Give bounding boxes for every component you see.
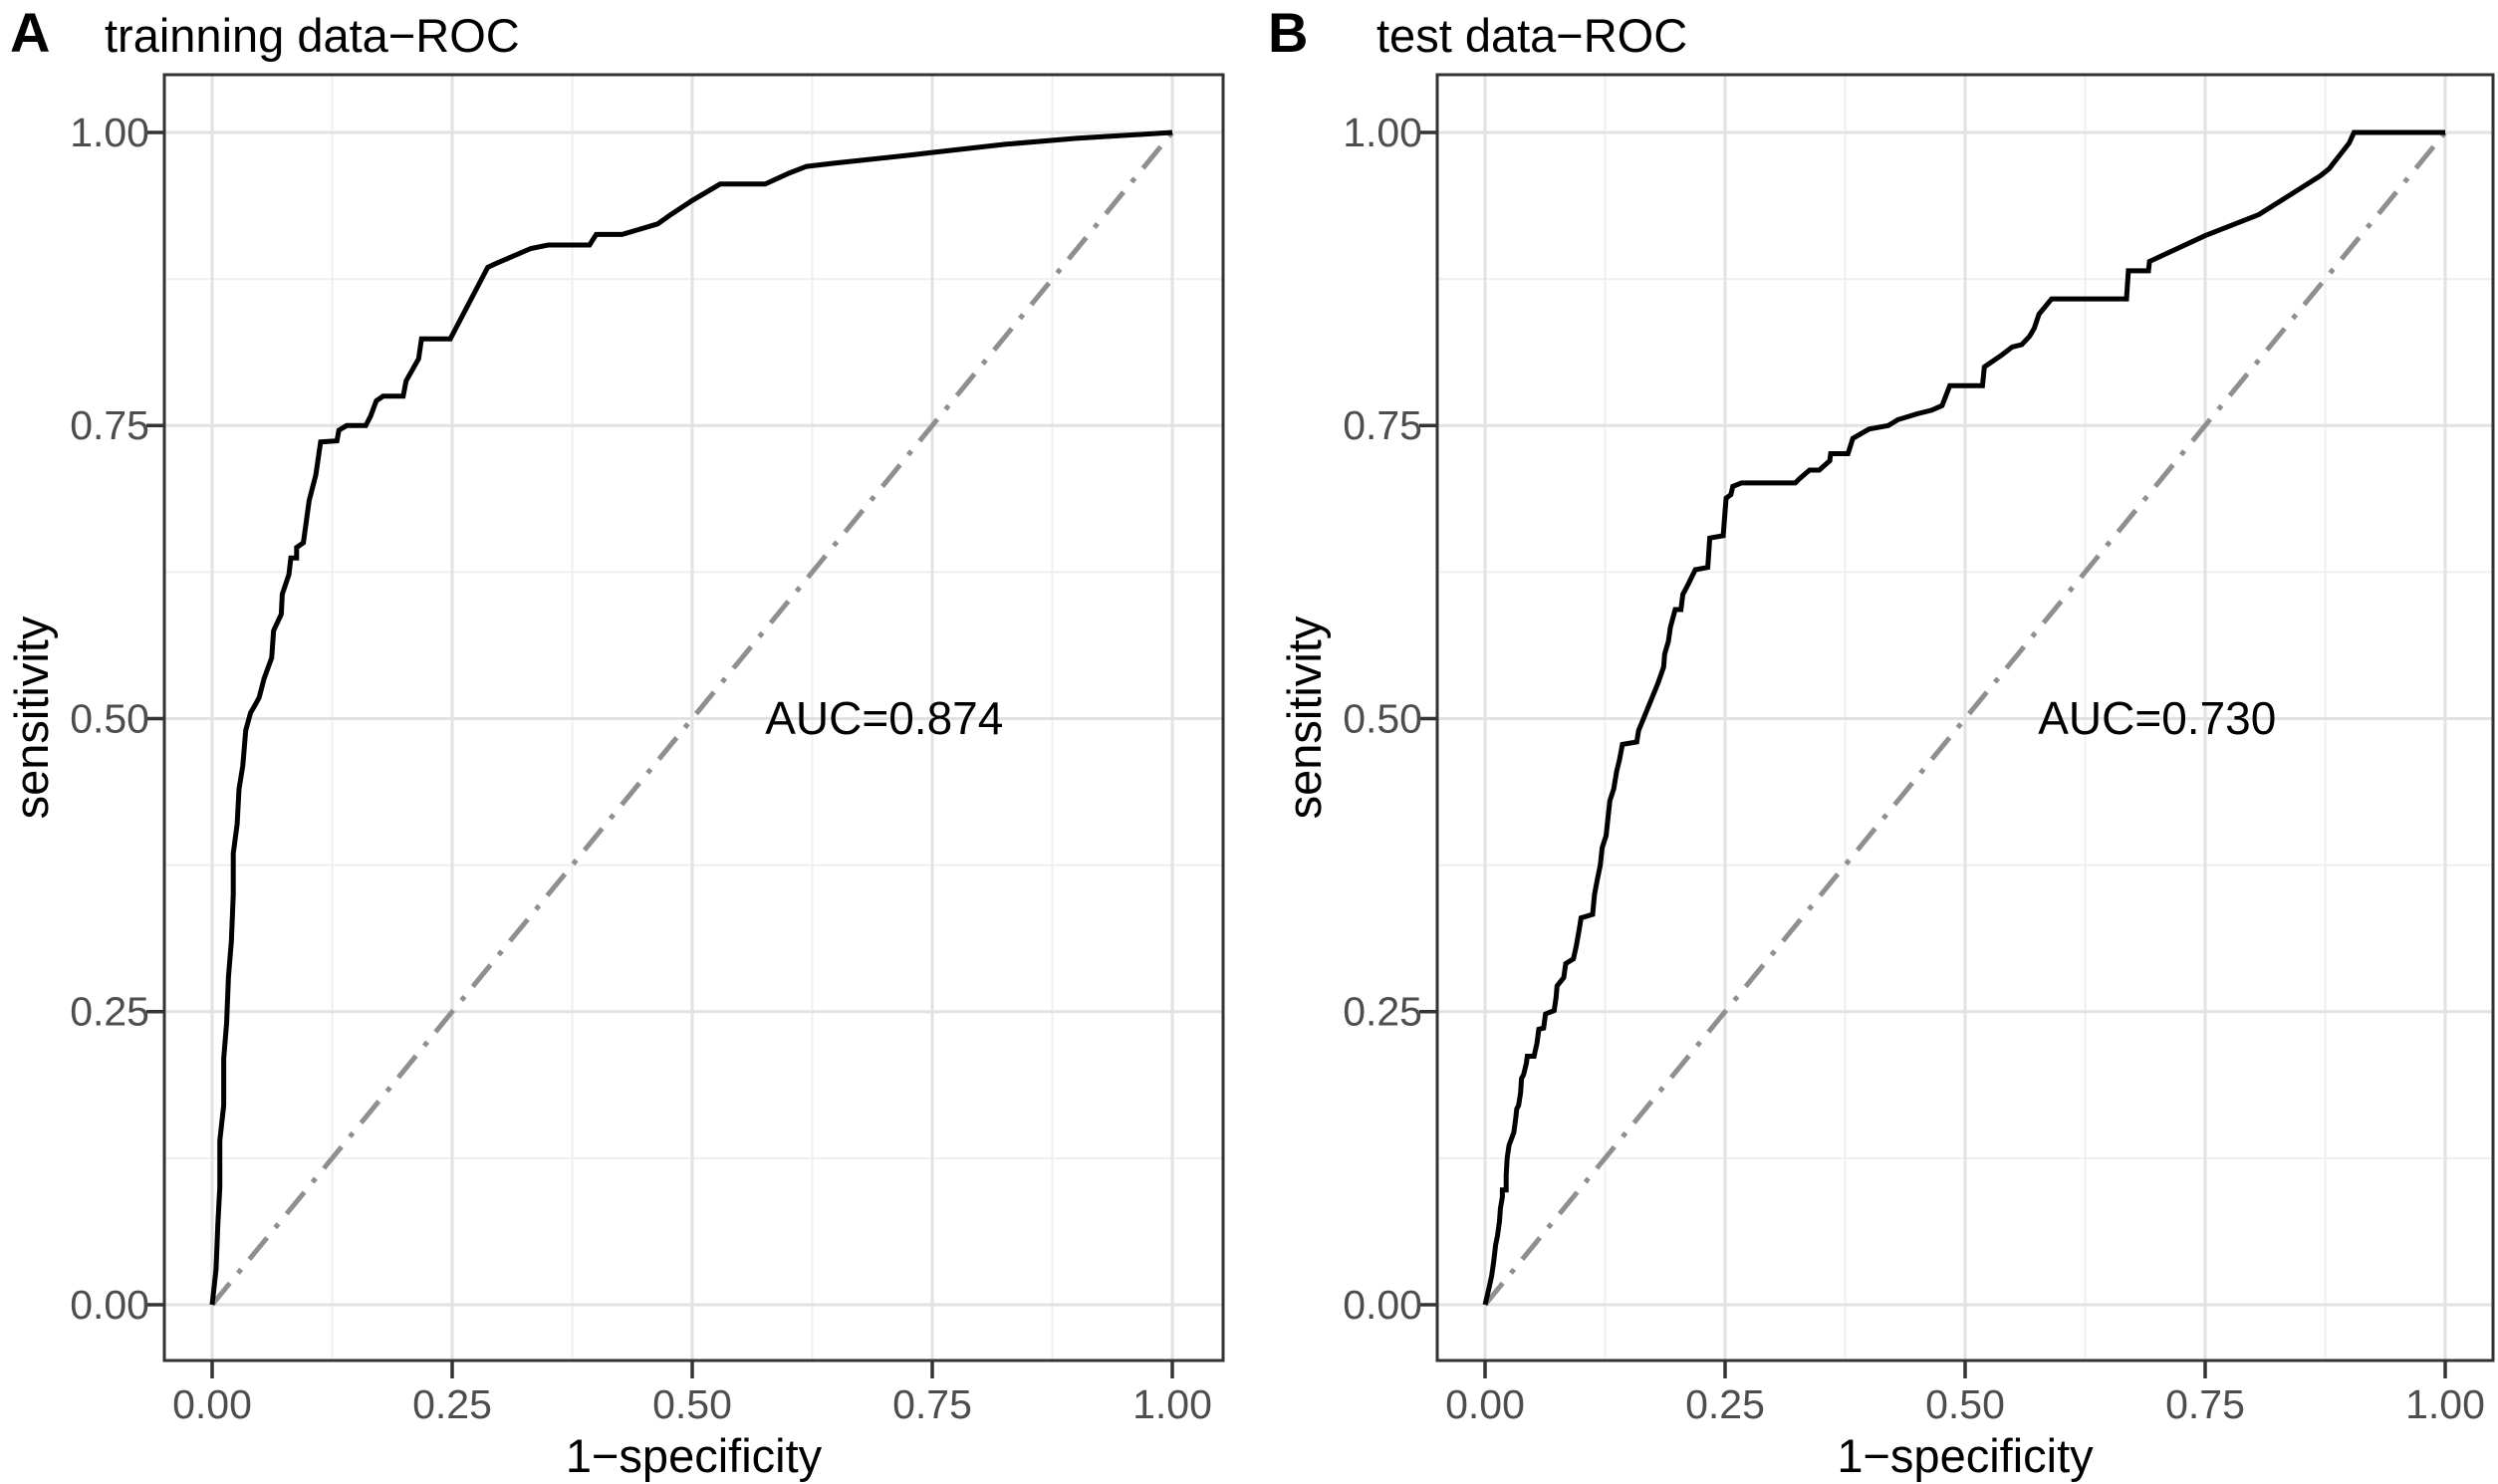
y-tick-label: 1.00 [1343,110,1422,155]
y-tick-label: 0.75 [1343,402,1422,448]
y-tick-label: 0.25 [70,989,149,1035]
x-tick-label: 0.00 [1445,1381,1525,1427]
x-axis-title: 1−specificity [1837,1429,2094,1482]
x-tick-label: 0.75 [892,1381,972,1427]
y-tick-label: 0.50 [1343,695,1422,741]
y-tick-label: 1.00 [70,110,149,155]
grid-major [1437,75,2493,1360]
panel-title: test data−ROC [1376,9,1687,62]
y-tick-label: 0.50 [70,695,149,741]
reference-diagonal-line [210,130,1174,1307]
panel-letter: A [10,1,50,64]
auc-annotation: AUC=0.874 [765,692,1003,744]
x-tick-label: 0.00 [172,1381,252,1427]
panel-title: trainning data−ROC [105,9,520,62]
auc-annotation: AUC=0.730 [2038,692,2276,744]
axis-ticks [1419,130,2447,1378]
roc-curve [209,129,1173,1306]
y-tick-label: 0.00 [1343,1282,1422,1328]
x-tick-label: 1.00 [1132,1381,1212,1427]
y-tick-label: 0.00 [70,1282,149,1328]
x-tick-label: 0.25 [1685,1381,1765,1427]
y-axis-title: sensitivity [5,616,58,819]
roc-curve [1482,129,2445,1306]
panel-b-chart: 0.00 0.25 0.50 0.75 1.00 0.00 0.25 0.50 0.75 1.00… [1268,1,2495,1482]
y-tick-label: 0.25 [1343,989,1422,1035]
panel-letter: B [1268,1,1308,64]
x-tick-label: 0.75 [2165,1381,2245,1427]
axis-ticks [146,130,1174,1378]
panel-b: 0.00 0.25 0.50 0.75 1.00 0.00 0.25 0.50 0.75 1.00… [1249,0,2498,1484]
x-tick-label: 0.50 [652,1381,732,1427]
x-tick-label: 1.00 [2405,1381,2485,1427]
x-axis-title: 1−specificity [566,1429,823,1482]
grid-major [164,75,1223,1360]
y-axis-title: sensitivity [1278,616,1331,819]
reference-diagonal-line [1483,130,2447,1307]
x-tick-label: 0.50 [1925,1381,2005,1427]
y-tick-label: 0.75 [70,402,149,448]
panel-a: 0.00 0.25 0.50 0.75 1.00 0.00 0.25 0.50 0.75 1.00… [5,1,1225,1482]
x-tick-label: 0.25 [412,1381,492,1427]
panel-a-chart: 0.00 0.25 0.50 0.75 1.00 0.00 0.25 0.50 0.75 1.00… [5,1,1225,1482]
